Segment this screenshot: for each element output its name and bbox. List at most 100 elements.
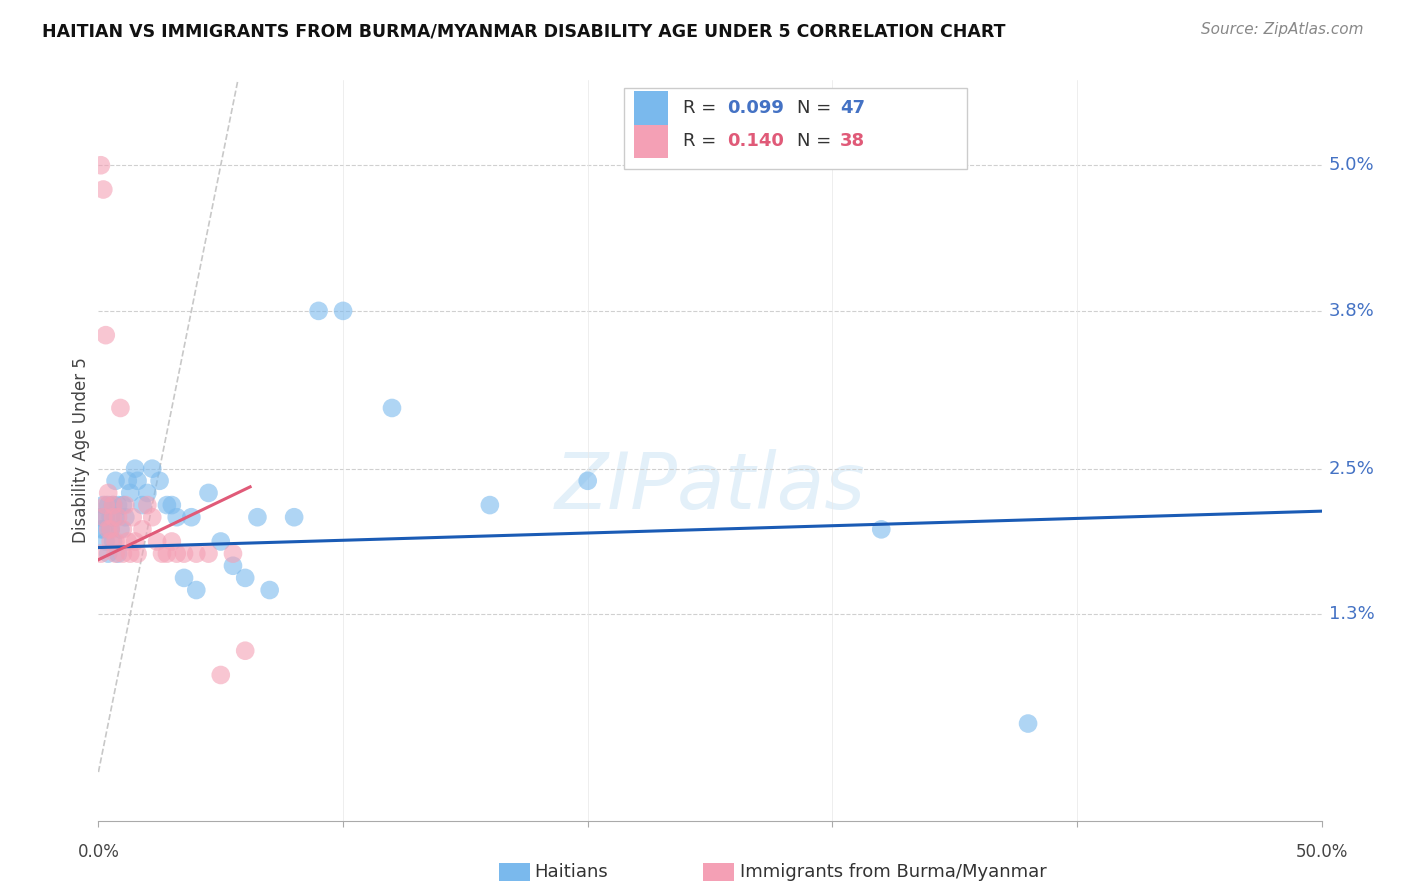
Point <box>160 498 183 512</box>
Point <box>107 510 129 524</box>
Point <box>124 534 146 549</box>
Text: 0.099: 0.099 <box>727 99 785 117</box>
Text: HAITIAN VS IMMIGRANTS FROM BURMA/MYANMAR DISABILITY AGE UNDER 5 CORRELATION CHAR: HAITIAN VS IMMIGRANTS FROM BURMA/MYANMAR… <box>42 22 1005 40</box>
Point <box>91 510 114 524</box>
Point <box>114 510 136 524</box>
Point <box>104 534 127 549</box>
Point <box>186 582 208 597</box>
Point <box>150 547 173 561</box>
Point <box>107 498 129 512</box>
Point <box>381 401 404 415</box>
Point <box>90 547 112 561</box>
Point <box>259 582 281 597</box>
Point <box>166 547 188 561</box>
Point <box>97 498 120 512</box>
FancyBboxPatch shape <box>634 91 668 125</box>
Text: 2.5%: 2.5% <box>1329 459 1375 477</box>
Point <box>308 304 330 318</box>
FancyBboxPatch shape <box>624 87 967 169</box>
Point <box>127 474 149 488</box>
Point <box>131 522 153 536</box>
Point <box>141 461 163 475</box>
Point <box>97 547 120 561</box>
Point <box>222 558 245 573</box>
Point <box>94 328 117 343</box>
Y-axis label: Disability Age Under 5: Disability Age Under 5 <box>72 358 90 543</box>
Point <box>97 522 120 536</box>
Point <box>127 547 149 561</box>
Point <box>186 547 208 561</box>
Point <box>90 510 112 524</box>
Point <box>180 510 202 524</box>
Point <box>110 401 132 415</box>
Text: Haitians: Haitians <box>534 863 607 881</box>
Point <box>332 304 354 318</box>
Point <box>209 668 232 682</box>
Point <box>104 547 127 561</box>
Point <box>100 510 122 524</box>
Point <box>870 522 893 536</box>
Point <box>209 534 232 549</box>
Point <box>111 498 134 512</box>
Text: 3.8%: 3.8% <box>1329 301 1375 320</box>
Point <box>197 486 219 500</box>
Text: 5.0%: 5.0% <box>1329 156 1374 174</box>
Point <box>100 522 122 536</box>
Point <box>576 474 599 488</box>
Text: Immigrants from Burma/Myanmar: Immigrants from Burma/Myanmar <box>740 863 1046 881</box>
Point <box>114 498 136 512</box>
Point <box>1017 716 1039 731</box>
Text: 0.140: 0.140 <box>727 132 785 151</box>
Point <box>120 486 142 500</box>
Point <box>100 534 122 549</box>
Point <box>173 571 195 585</box>
Point <box>146 534 169 549</box>
Point <box>233 571 256 585</box>
Text: N =: N = <box>797 132 837 151</box>
Point <box>104 510 127 524</box>
Point <box>111 522 134 536</box>
Text: 47: 47 <box>839 99 865 117</box>
Point <box>246 510 269 524</box>
Point <box>101 498 124 512</box>
Point <box>124 461 146 475</box>
Point <box>100 522 122 536</box>
Point <box>97 486 120 500</box>
Point <box>90 158 112 172</box>
FancyBboxPatch shape <box>634 125 668 158</box>
Point <box>197 547 219 561</box>
Point <box>160 534 183 549</box>
Point <box>222 547 245 561</box>
Text: Source: ZipAtlas.com: Source: ZipAtlas.com <box>1201 22 1364 37</box>
Text: R =: R = <box>683 99 723 117</box>
Point <box>117 534 139 549</box>
Point <box>91 182 114 196</box>
Point <box>94 510 117 524</box>
Point <box>156 498 179 512</box>
Point <box>101 534 124 549</box>
Point <box>283 510 305 524</box>
Point <box>91 498 114 512</box>
Point <box>91 522 114 536</box>
Point <box>94 534 117 549</box>
Text: 0.0%: 0.0% <box>77 843 120 861</box>
Text: 1.3%: 1.3% <box>1329 606 1375 624</box>
Text: 50.0%: 50.0% <box>1295 843 1348 861</box>
Point <box>110 522 132 536</box>
Point <box>101 498 124 512</box>
Point <box>166 510 188 524</box>
Text: R =: R = <box>683 132 723 151</box>
Point <box>104 474 127 488</box>
Text: N =: N = <box>797 99 837 117</box>
Point <box>478 498 501 512</box>
Point <box>173 547 195 561</box>
Point <box>121 510 143 524</box>
Point <box>90 522 112 536</box>
Point <box>101 510 124 524</box>
Point <box>117 474 139 488</box>
Point <box>136 486 159 500</box>
Point <box>141 510 163 524</box>
Point <box>94 498 117 512</box>
Point <box>131 498 153 512</box>
Text: ZIPatlas: ZIPatlas <box>554 450 866 525</box>
